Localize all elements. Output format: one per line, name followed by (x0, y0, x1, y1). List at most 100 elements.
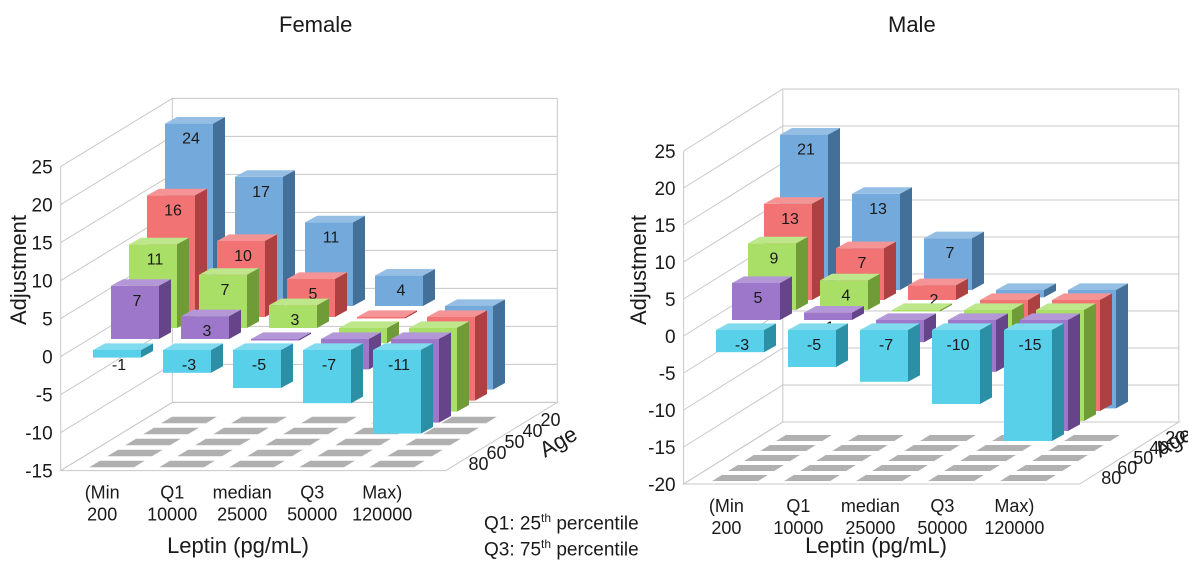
data-label: -1 (112, 357, 126, 374)
footnote-q3: Q3: 75th percentile (484, 537, 639, 561)
chart-title: Female (279, 12, 352, 37)
bar-top (860, 323, 920, 330)
y-tick-label: 5 (665, 290, 676, 311)
bar-top (373, 343, 433, 350)
bar-side (335, 272, 347, 317)
bar-male-age80-1: -5 (788, 323, 848, 367)
floor-tile (776, 435, 832, 441)
bar-top (233, 343, 293, 350)
bar-side (1044, 283, 1056, 298)
x-tick-label: (Min (85, 483, 120, 503)
y-tick-label: -5 (659, 364, 676, 385)
bar-front (163, 350, 211, 373)
y-tick-label: 10 (32, 272, 53, 293)
bar-front (908, 285, 956, 300)
data-label: -10 (946, 337, 969, 354)
floor-tile (441, 416, 497, 424)
bar-female-age80-4: -11 (373, 343, 433, 434)
floor-tile (335, 438, 391, 446)
floor-tile (1000, 475, 1056, 481)
floor-tile (976, 445, 1032, 451)
y-tick-label: 0 (665, 327, 676, 348)
bar-female-age60-0: 7 (111, 279, 171, 339)
bar-female-age50-2: 3 (269, 298, 329, 329)
data-label: 16 (164, 202, 182, 219)
bar-top (269, 298, 329, 306)
bar-top (932, 323, 992, 330)
age-tick-label: 80 (469, 454, 489, 474)
data-label: -11 (388, 357, 410, 374)
x-tick-label: Q3 (930, 496, 954, 516)
floor-tile (872, 465, 928, 471)
y-tick-label: 20 (32, 196, 53, 217)
x-tick-label: Max) (994, 496, 1034, 516)
bar-side (229, 309, 241, 339)
y-tick-label: -15 (25, 462, 52, 483)
data-label: 7 (858, 255, 867, 272)
bar-top (375, 269, 435, 276)
bar-top (251, 332, 311, 339)
bar-side (1100, 293, 1112, 411)
x-axis-label: Leptin (pg/mL) (805, 533, 947, 558)
bar-side (972, 231, 984, 290)
bar-side (1068, 313, 1080, 431)
bar-female-age80-2: -5 (233, 343, 293, 388)
bar-top (1004, 323, 1064, 330)
floor-tile (213, 427, 269, 435)
bar-side (283, 170, 295, 306)
bar-top (764, 197, 824, 204)
bar-top (780, 128, 840, 135)
bar-side (980, 323, 992, 404)
bar-side (852, 306, 864, 320)
y-tick-label: -10 (25, 424, 52, 445)
bar-front (716, 330, 764, 353)
data-label: 11 (323, 229, 340, 246)
bar-male-age80-0: -3 (716, 323, 776, 354)
bar-female-age80-0: -1 (93, 343, 153, 374)
floor-tile (387, 449, 443, 457)
data-label: -7 (322, 357, 336, 374)
floor-tile (960, 455, 1016, 461)
data-label: 13 (869, 201, 887, 218)
bar-side (780, 276, 792, 320)
floor-tile (283, 427, 339, 435)
bar-female-age60-1: 3 (181, 309, 241, 340)
floor-tile (301, 416, 357, 424)
data-label: -3 (735, 337, 749, 354)
bar-side (908, 323, 920, 382)
bar-top (732, 276, 792, 283)
data-label: 7 (221, 282, 230, 299)
bar-top (111, 279, 171, 286)
data-label: 4 (842, 287, 851, 304)
bar-front (181, 316, 229, 339)
bar-top (445, 299, 505, 306)
floor-tile (800, 465, 856, 471)
bar-front (111, 285, 159, 339)
y-tick-label: 5 (42, 310, 53, 331)
data-label: 3 (291, 312, 300, 329)
x-tick-label: 50000 (917, 518, 967, 538)
bar-front (804, 312, 852, 320)
bar-side (353, 215, 365, 306)
bar-top (147, 188, 207, 196)
bar-top (836, 241, 896, 249)
data-label: 5 (309, 286, 318, 303)
bar-top (93, 343, 153, 350)
floor-tile (229, 460, 285, 468)
bar-side (493, 299, 505, 390)
bar-top (321, 332, 381, 339)
floor-tile (744, 455, 800, 461)
bar-top (391, 332, 451, 339)
bar-male-age60-0: 5 (732, 276, 792, 320)
floor-tile (1064, 435, 1120, 441)
bar-top (716, 323, 776, 330)
bar-front (375, 275, 423, 306)
x-tick-label: (Min (709, 496, 744, 516)
floor-tile (143, 427, 199, 435)
bar-top (129, 237, 189, 245)
data-label: 21 (797, 142, 815, 159)
chart-panel-male: 2520151050-5-10-15-2021137-1-161372-4-15… (626, 12, 1188, 558)
bar-side (299, 332, 311, 341)
bar-front (269, 305, 317, 328)
bar-top (1020, 313, 1080, 320)
